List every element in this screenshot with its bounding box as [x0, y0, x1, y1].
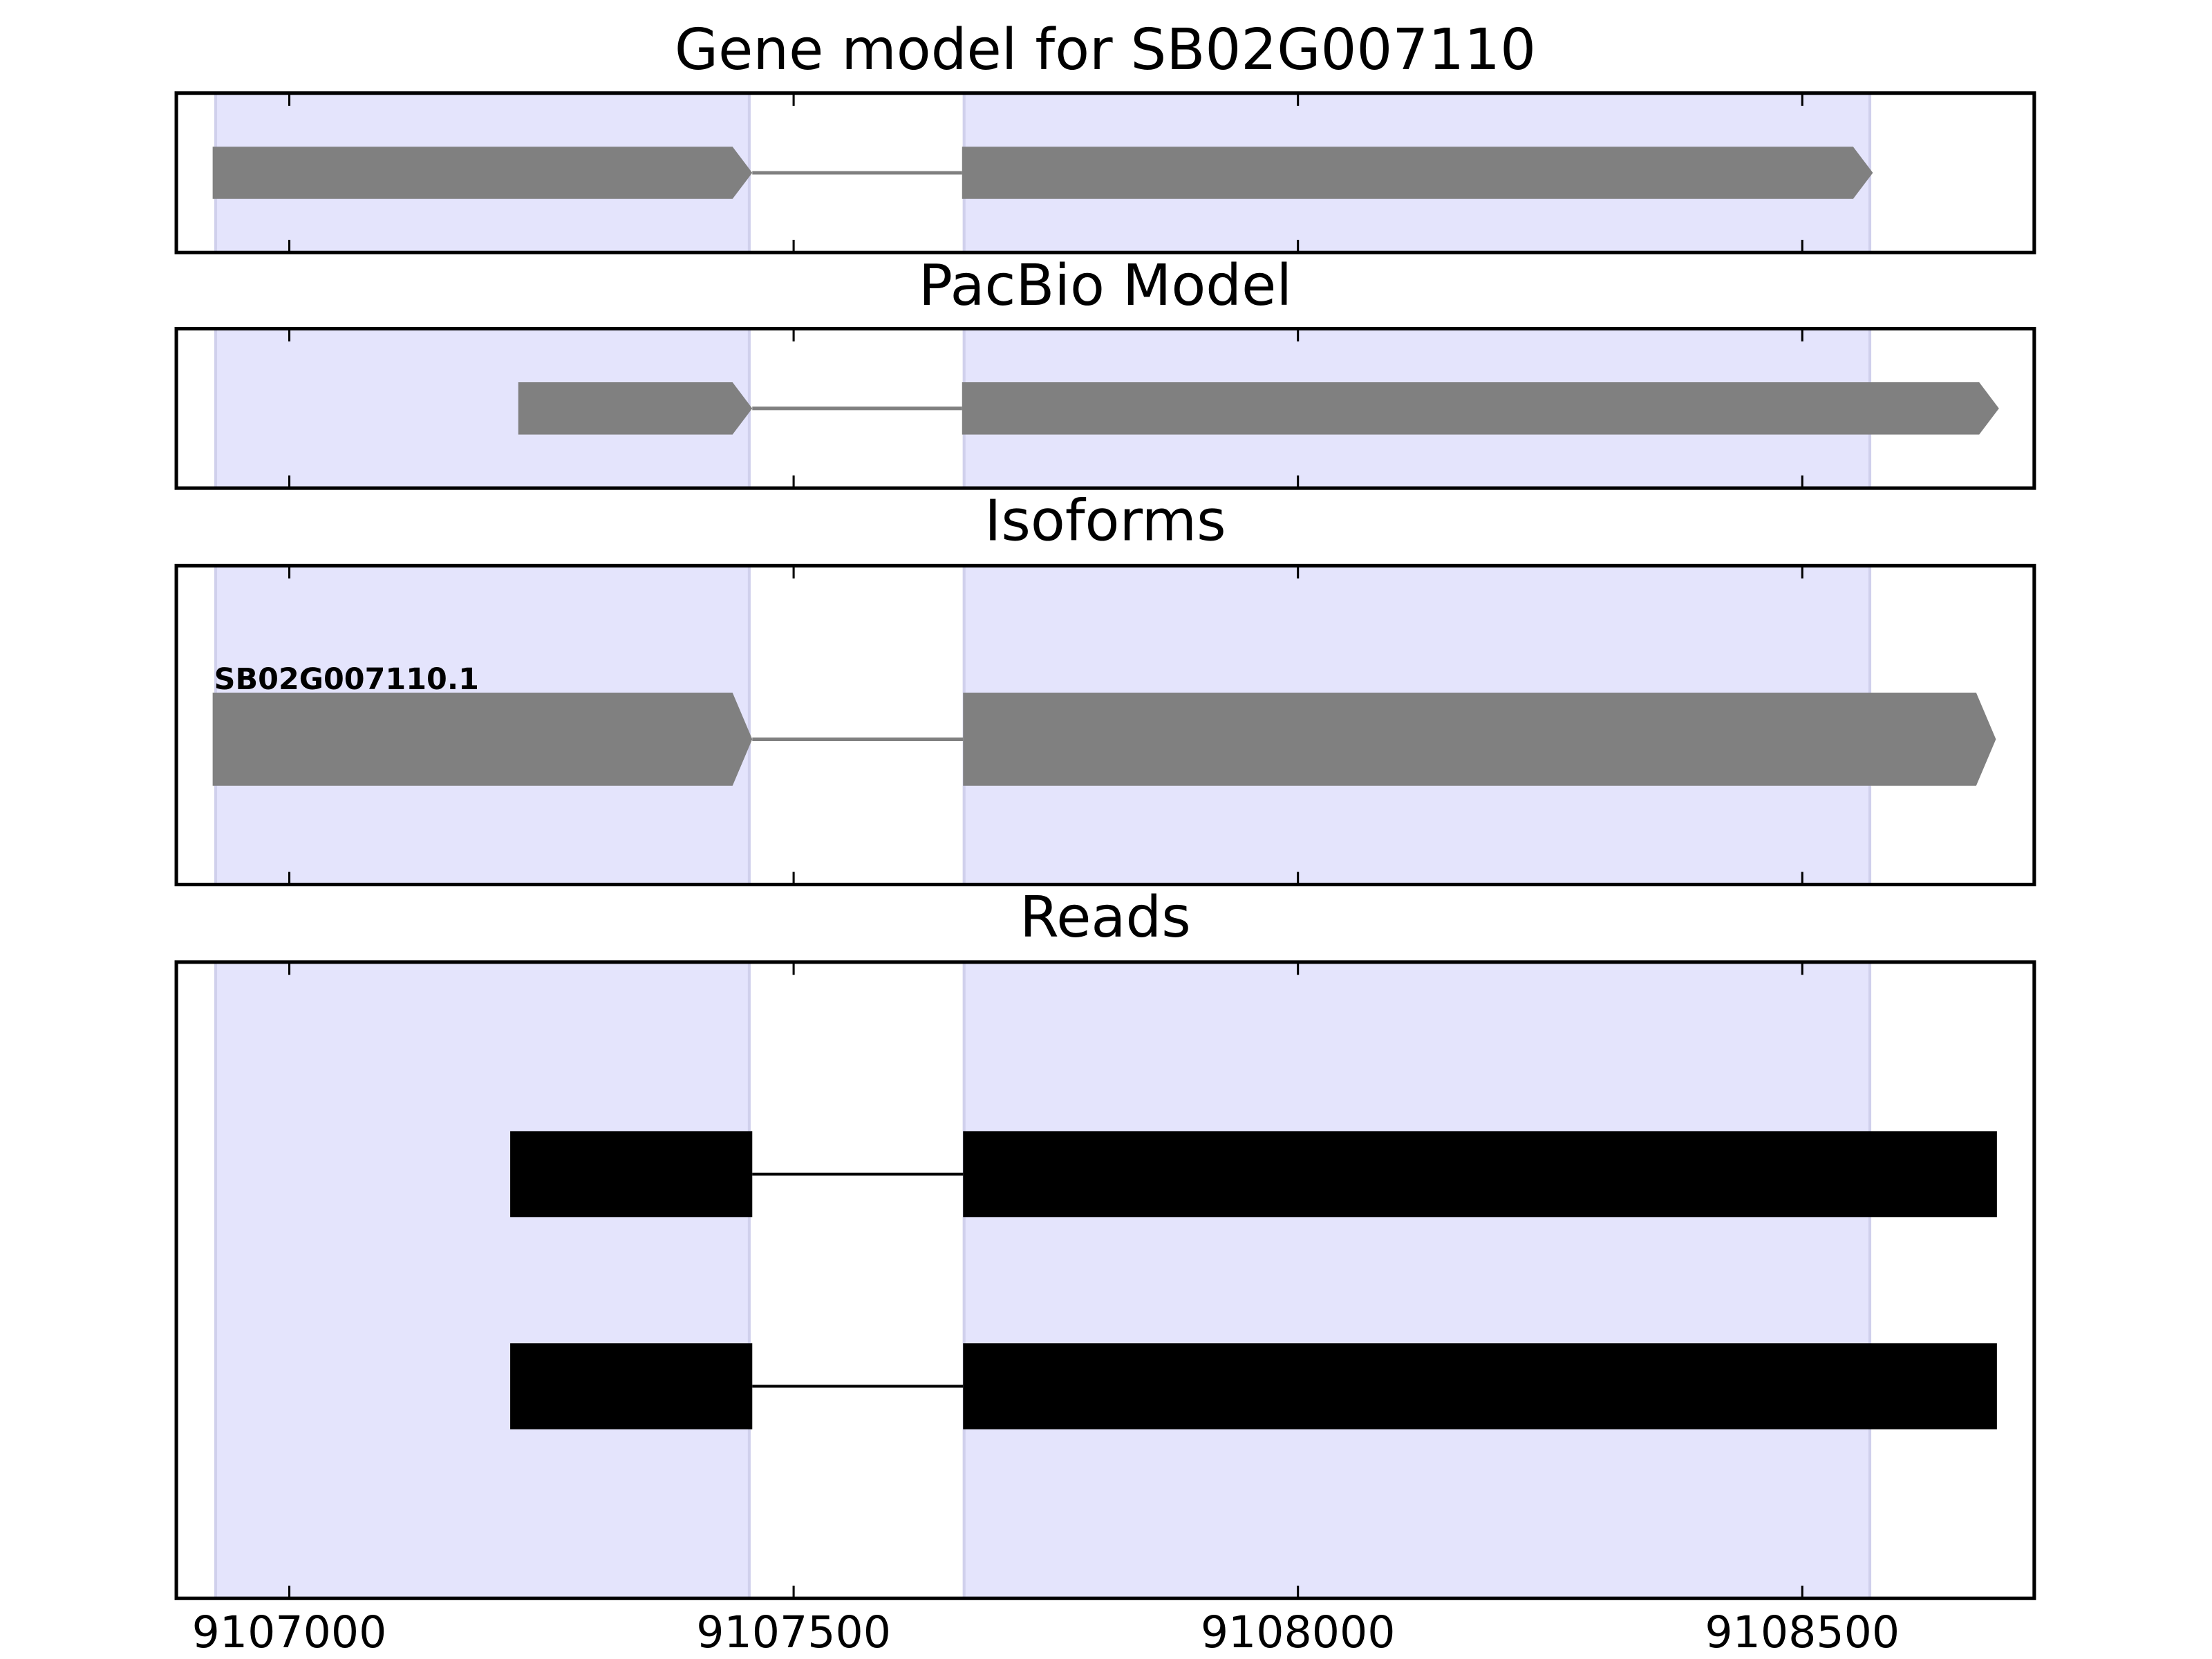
panel-frame: [174, 326, 2036, 490]
exon: [510, 1131, 753, 1217]
exon: [962, 382, 1999, 435]
exon: [510, 1343, 753, 1430]
panel-frame: [174, 563, 2036, 887]
exon: [963, 1131, 1997, 1217]
x-tick-label: 9107000: [192, 1606, 387, 1658]
x-tick-label: 9108000: [1201, 1606, 1396, 1658]
x-tick-label: 9107500: [696, 1606, 891, 1658]
shaded-region: [962, 960, 1872, 1600]
x-tick-label: 9108500: [1705, 1606, 1900, 1658]
panel-title: PacBio Model: [919, 253, 1292, 319]
exon: [963, 1343, 1997, 1430]
shaded-region: [214, 960, 751, 1600]
exon: [963, 693, 1996, 786]
isoform-label: SB02G007110.1: [214, 662, 479, 697]
panel-frame: [174, 960, 2036, 1600]
panel-frame: [174, 91, 2036, 254]
panel-title: Reads: [1020, 885, 1191, 950]
exon: [212, 693, 753, 786]
panel-title: Isoforms: [984, 489, 1226, 554]
exon: [962, 147, 1873, 199]
panel-title: Gene model for SB02G007110: [675, 17, 1536, 83]
exon: [212, 147, 753, 199]
exon: [518, 382, 753, 435]
